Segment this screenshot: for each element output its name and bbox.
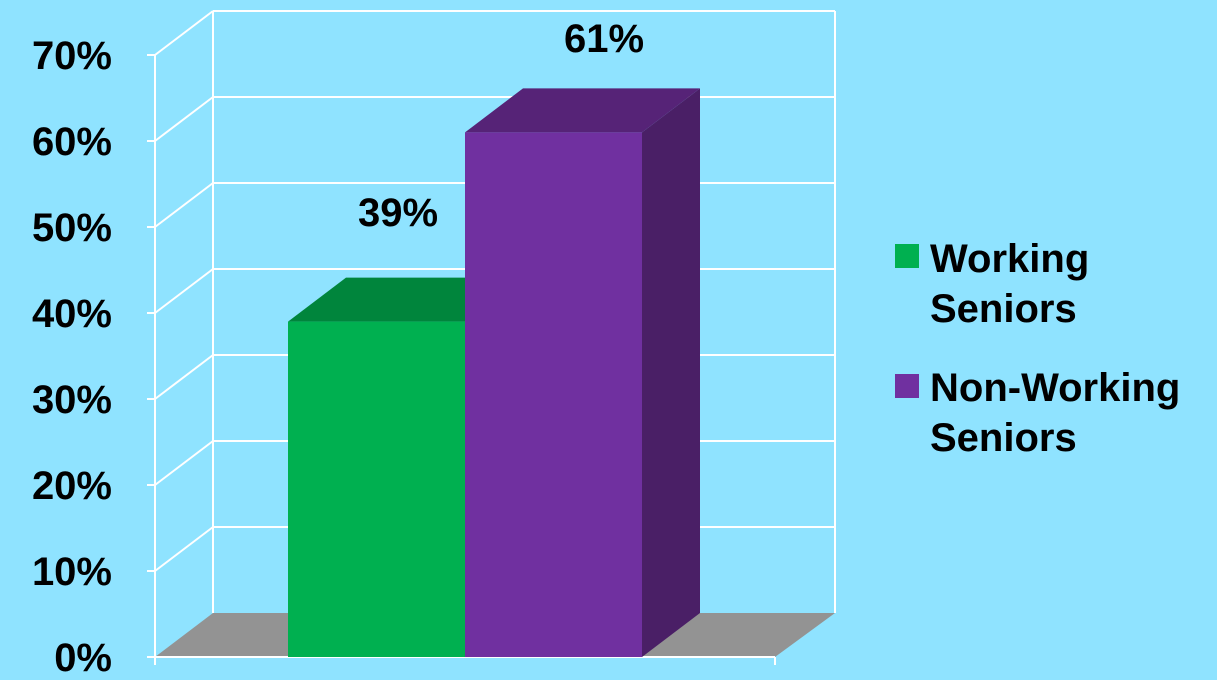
y-tick-label: 70%	[32, 34, 112, 78]
gridline-side	[154, 182, 214, 228]
legend: Working Seniors Non-Working Seniors	[895, 237, 1180, 460]
y-tick-label: 50%	[32, 206, 112, 250]
bar-top-face	[465, 88, 700, 133]
data-labels: 39% 61%	[358, 17, 644, 235]
gridline-side	[154, 96, 214, 142]
bar-side-face	[642, 88, 700, 657]
y-tick-label: 30%	[32, 378, 112, 422]
legend-item: Working Seniors	[895, 237, 1089, 331]
gridline-side	[154, 354, 214, 400]
bar-front-face	[465, 132, 642, 657]
bar-front-face	[288, 321, 465, 657]
legend-swatch	[895, 374, 919, 398]
legend-label: Seniors	[930, 416, 1077, 460]
gridline-side	[154, 526, 214, 572]
y-tick-label: 0%	[54, 636, 112, 680]
legend-label: Non-Working	[930, 366, 1180, 410]
bars	[288, 88, 700, 657]
bar-top-face	[288, 277, 523, 322]
y-tick-label: 10%	[32, 550, 112, 594]
y-tick-label: 20%	[32, 464, 112, 508]
bar-non-working-seniors	[465, 88, 700, 657]
y-tick-label: 40%	[32, 292, 112, 336]
legend-item: Non-Working Seniors	[895, 366, 1180, 460]
data-label: 39%	[358, 191, 438, 235]
legend-label: Working	[930, 237, 1089, 281]
gridline-side	[154, 268, 214, 314]
legend-label: Seniors	[930, 287, 1077, 331]
gridline-side	[154, 440, 214, 486]
y-tick-label: 60%	[32, 120, 112, 164]
legend-swatch	[895, 244, 919, 268]
gridline-side	[154, 10, 214, 56]
y-axis-tick-labels: 0% 10% 20% 30% 40% 50% 60% 70%	[32, 34, 112, 680]
data-label: 61%	[564, 17, 644, 61]
